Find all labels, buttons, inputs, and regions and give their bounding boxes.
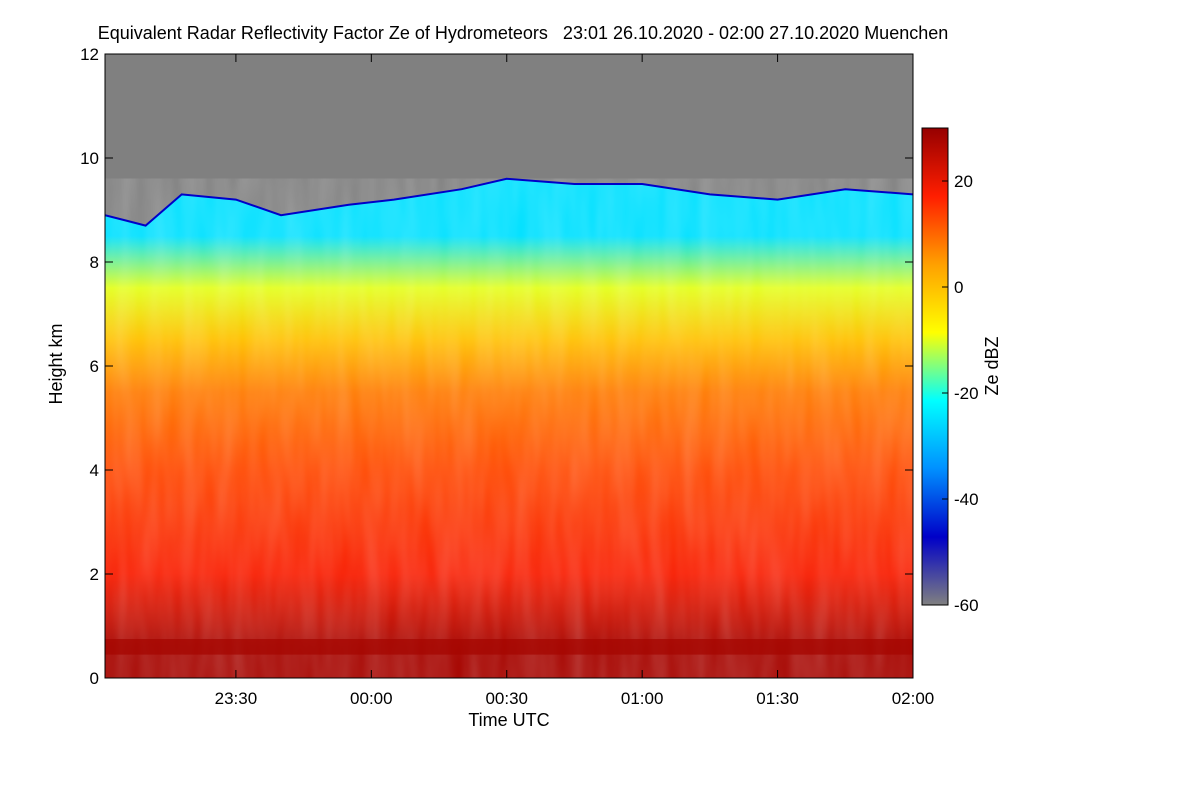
colorbar: -60 -40 -20 0 20 Ze dBZ [921,127,1002,615]
reflectivity-layers [105,639,913,655]
x-axis-label: Time UTC [468,710,549,730]
x-tick-label: 01:30 [756,689,799,708]
colorbar-fill [921,127,949,606]
x-tick-label: 00:00 [350,689,393,708]
colorbar-tick-label: -20 [954,384,979,403]
colorbar-label: Ze dBZ [982,336,1002,395]
x-tick-label: 01:00 [621,689,664,708]
y-tick-label: 4 [90,461,99,480]
echo-fallstreak-texture [105,178,913,678]
colorbar-ticks: -60 -40 -20 0 20 [942,172,979,615]
y-tick-label: 8 [90,253,99,272]
colorbar-tick-label: -40 [954,490,979,509]
plot-area [105,54,913,678]
x-axis-ticks: 23:30 00:00 00:30 01:00 01:30 02:00 [215,54,935,708]
x-tick-label: 02:00 [892,689,935,708]
y-tick-label: 12 [80,45,99,64]
y-tick-label: 6 [90,357,99,376]
x-tick-label: 23:30 [215,689,258,708]
y-tick-label: 0 [90,669,99,688]
colorbar-tick-label: -60 [954,596,979,615]
y-axis-ticks: 0 2 4 6 8 10 12 [80,45,913,688]
echo-top-edge [105,177,913,227]
x-tick-label: 00:30 [485,689,528,708]
y-tick-label: 2 [90,565,99,584]
colorbar-tick-label: 0 [954,278,963,297]
low-level-band [105,639,913,655]
chart-title: Equivalent Radar Reflectivity Factor Ze … [98,23,949,43]
colorbar-tick-label: 20 [954,172,973,191]
y-axis-label: Height km [46,323,66,404]
y-tick-label: 10 [80,149,99,168]
